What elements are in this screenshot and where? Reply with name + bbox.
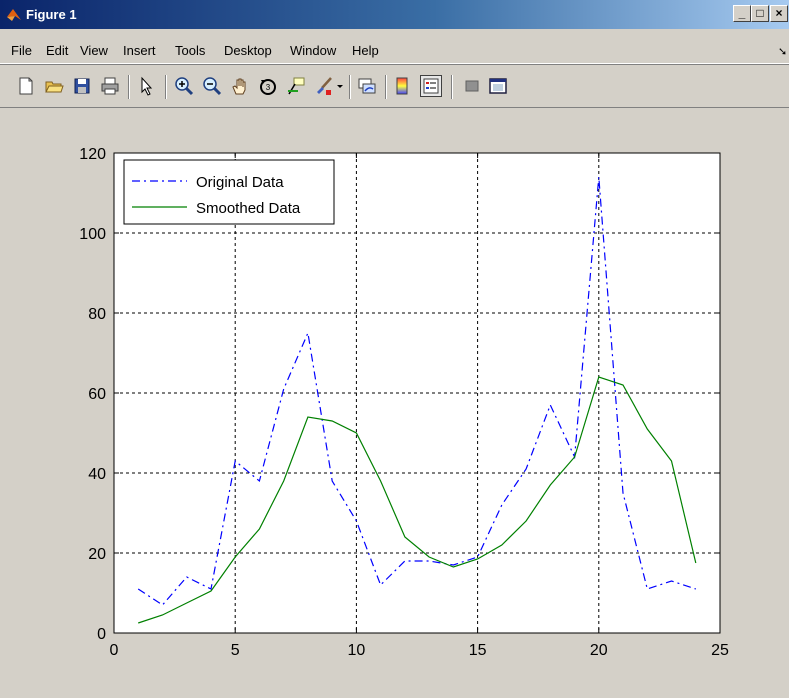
- y-tick-label: 120: [79, 146, 106, 163]
- legend-label-original: Original Data: [196, 174, 284, 191]
- close-button[interactable]: ×: [770, 5, 788, 22]
- edit-plot-icon[interactable]: [137, 76, 157, 96]
- y-tick-label: 100: [79, 226, 106, 243]
- x-tick-label: 25: [711, 642, 729, 659]
- minimize-button[interactable]: _: [733, 5, 751, 22]
- legend-icon[interactable]: [420, 75, 442, 97]
- figure-toolbar: 3: [0, 64, 789, 108]
- menu-edit[interactable]: Edit: [46, 43, 69, 58]
- menu-insert[interactable]: Insert: [123, 43, 156, 58]
- brush-icon[interactable]: [314, 76, 334, 96]
- x-tick-label: 10: [348, 642, 366, 659]
- hide-plot-tools-icon[interactable]: [462, 76, 482, 96]
- zoom-in-icon[interactable]: [174, 76, 194, 96]
- toolbar-separator: [451, 75, 453, 99]
- y-tick-label: 0: [97, 626, 106, 643]
- menu-help[interactable]: Help: [352, 43, 379, 58]
- x-tick-label: 0: [110, 642, 119, 659]
- legend[interactable]: Original Data Smoothed Data: [123, 159, 335, 225]
- brush-dropdown-icon[interactable]: [336, 76, 344, 96]
- link-plot-icon[interactable]: [357, 76, 377, 96]
- menu-bar: File Edit View Insert Tools Desktop Wind…: [0, 29, 789, 64]
- window-title: Figure 1: [26, 7, 77, 22]
- toolbar-separator: [349, 75, 351, 99]
- colorbar-icon[interactable]: [392, 76, 412, 96]
- pan-icon[interactable]: [230, 76, 250, 96]
- series-lines: [137, 176, 697, 624]
- save-icon[interactable]: [72, 76, 92, 96]
- show-plot-tools-icon[interactable]: [488, 76, 508, 96]
- close-icon: ×: [775, 6, 783, 20]
- new-figure-icon[interactable]: [16, 76, 36, 96]
- x-tick-label: 20: [590, 642, 608, 659]
- legend-box: [123, 159, 335, 225]
- figure-canvas: 0 5 10 15 20 25 0 20 40 60 80 100 120 Original Data …: [79, 146, 729, 659]
- grid-lines: [114, 153, 720, 633]
- print-icon[interactable]: [100, 76, 120, 96]
- y-tick-label: 80: [88, 306, 106, 323]
- y-tick-label: 60: [88, 386, 106, 403]
- legend-label-smoothed: Smoothed Data: [196, 200, 301, 217]
- toolbar-separator: [128, 75, 130, 99]
- minimize-icon: _: [738, 6, 746, 20]
- series-original-data-line: [137, 176, 696, 606]
- toolbar-separator: [385, 75, 387, 99]
- data-cursor-icon[interactable]: [286, 76, 306, 96]
- zoom-out-icon[interactable]: [202, 76, 222, 96]
- svg-text:3: 3: [266, 83, 271, 92]
- menu-view[interactable]: View: [80, 43, 108, 58]
- axis-ticks: 0 5 10 15 20 25 0 20 40 60 80 100 120: [79, 146, 729, 659]
- series-smoothed-data-line: [138, 376, 697, 624]
- menu-overflow-icon[interactable]: ➘: [778, 46, 788, 58]
- x-tick-label: 15: [469, 642, 487, 659]
- toolbar-separator: [165, 75, 167, 99]
- y-tick-label: 40: [88, 466, 106, 483]
- maximize-button[interactable]: □: [751, 5, 769, 22]
- menu-desktop[interactable]: Desktop: [224, 43, 272, 58]
- matlab-logo-icon: [7, 9, 21, 21]
- open-file-icon[interactable]: [44, 76, 64, 96]
- x-tick-label: 5: [231, 642, 240, 659]
- title-bar: Figure 1 _ □ ×: [0, 0, 789, 29]
- menu-tools[interactable]: Tools: [175, 43, 206, 58]
- y-tick-label: 20: [88, 546, 106, 563]
- maximize-icon: □: [756, 6, 764, 20]
- rotate-3d-icon[interactable]: 3: [258, 76, 278, 96]
- menu-window[interactable]: Window: [290, 43, 337, 58]
- menu-file[interactable]: File: [11, 43, 32, 58]
